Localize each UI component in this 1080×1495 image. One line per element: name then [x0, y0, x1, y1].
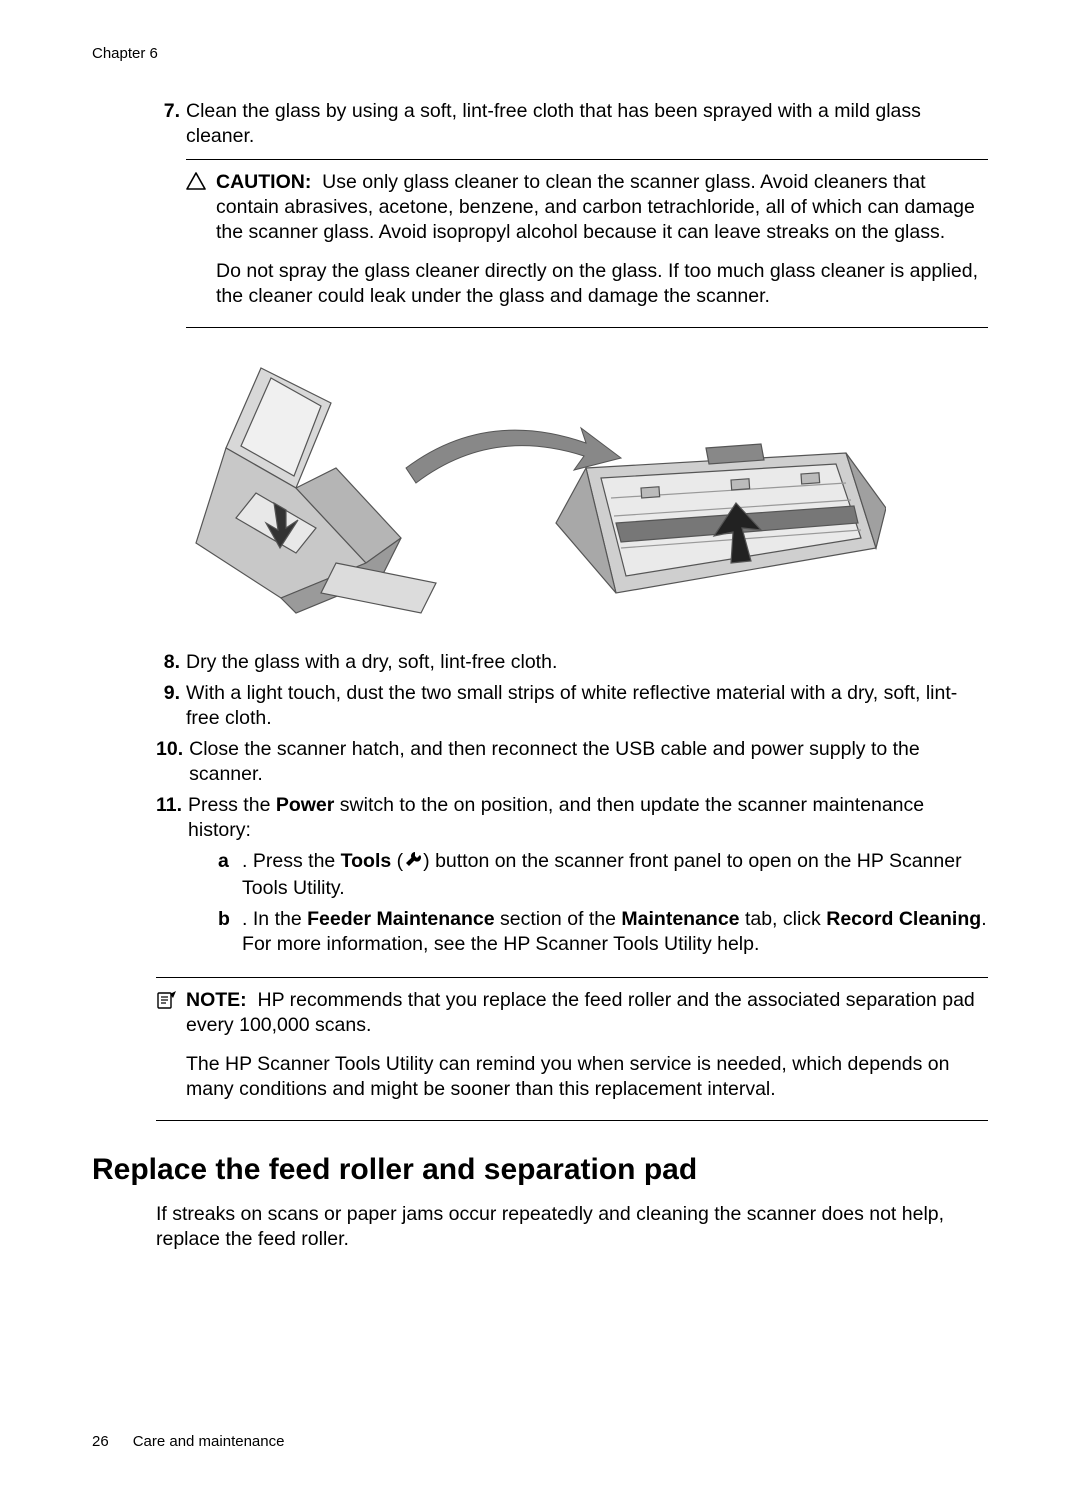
step-10: 10. Close the scanner hatch, and then re… [156, 737, 988, 787]
note-label: NOTE: [186, 989, 247, 1011]
step-list-continued: 8. Dry the glass with a dry, soft, lint-… [156, 650, 988, 963]
step-number: 9. [156, 681, 186, 731]
step-text: Clean the glass by using a soft, lint-fr… [186, 99, 988, 149]
sub-b-t4: . [981, 908, 986, 930]
tools-icon [403, 850, 423, 877]
sub-a-tools: Tools [341, 850, 392, 872]
note-text-1: HP recommends that you replace the feed … [186, 989, 975, 1036]
sub-step-b: b . In the Feeder Maintenance section of… [218, 907, 988, 957]
sub-marker-a: a [218, 850, 229, 872]
caution-text-2: Do not spray the glass cleaner directly … [216, 259, 988, 309]
scanner-illustration [186, 348, 886, 628]
page-number: 26 [92, 1432, 109, 1451]
caution-callout: CAUTION: Use only glass cleaner to clean… [186, 159, 988, 328]
note-callout: NOTE: HP recommends that you replace the… [156, 977, 988, 1121]
sub-step-list: a . Press the Tools () button on the sca… [218, 849, 988, 958]
caution-label: CAUTION: [216, 171, 311, 193]
section-paragraph: If streaks on scans or paper jams occur … [156, 1202, 988, 1252]
note-body: NOTE: HP recommends that you replace the… [186, 988, 988, 1102]
step-number: 7. [156, 99, 186, 149]
chapter-header: Chapter 6 [92, 44, 988, 63]
step-text: Press the Power switch to the on positio… [188, 793, 988, 964]
step-11-prefix: Press the [188, 794, 276, 816]
note-icon [156, 988, 186, 1102]
step-number: 11. [156, 793, 188, 964]
step-11-power: Power [276, 794, 335, 816]
step-text: Dry the glass with a dry, soft, lint-fre… [186, 650, 988, 675]
sub-b-b2: Maintenance [621, 908, 739, 930]
sub-b-t2: section of the [495, 908, 622, 930]
sub-marker-b: b [218, 908, 230, 930]
sub-b-b3: Record Cleaning [826, 908, 981, 930]
step-number: 10. [156, 737, 189, 787]
sub-step-a: a . Press the Tools () button on the sca… [218, 849, 988, 902]
page-footer: 26 Care and maintenance [92, 1432, 284, 1451]
sub-a-t1: . Press the [242, 850, 341, 872]
note-text-2: The HP Scanner Tools Utility can remind … [186, 1052, 988, 1102]
sub-a-t2: ( [391, 850, 403, 872]
caution-text-1: Use only glass cleaner to clean the scan… [216, 171, 975, 243]
section-heading: Replace the feed roller and separation p… [92, 1151, 988, 1189]
step-7: 7. Clean the glass by using a soft, lint… [156, 99, 988, 149]
step-11: 11. Press the Power switch to the on pos… [156, 793, 988, 964]
caution-icon [186, 170, 216, 309]
footer-title: Care and maintenance [133, 1433, 285, 1450]
sub-b-t5: For more information, see the HP Scanner… [242, 932, 987, 957]
sub-b-t1: . In the [242, 908, 307, 930]
caution-body: CAUTION: Use only glass cleaner to clean… [216, 170, 988, 309]
step-text: With a light touch, dust the two small s… [186, 681, 988, 731]
step-9: 9. With a light touch, dust the two smal… [156, 681, 988, 731]
sub-b-b1: Feeder Maintenance [307, 908, 494, 930]
step-list: 7. Clean the glass by using a soft, lint… [156, 99, 988, 149]
step-8: 8. Dry the glass with a dry, soft, lint-… [156, 650, 988, 675]
step-number: 8. [156, 650, 186, 675]
sub-b-t3: tab, click [740, 908, 827, 930]
step-text: Close the scanner hatch, and then reconn… [189, 737, 988, 787]
